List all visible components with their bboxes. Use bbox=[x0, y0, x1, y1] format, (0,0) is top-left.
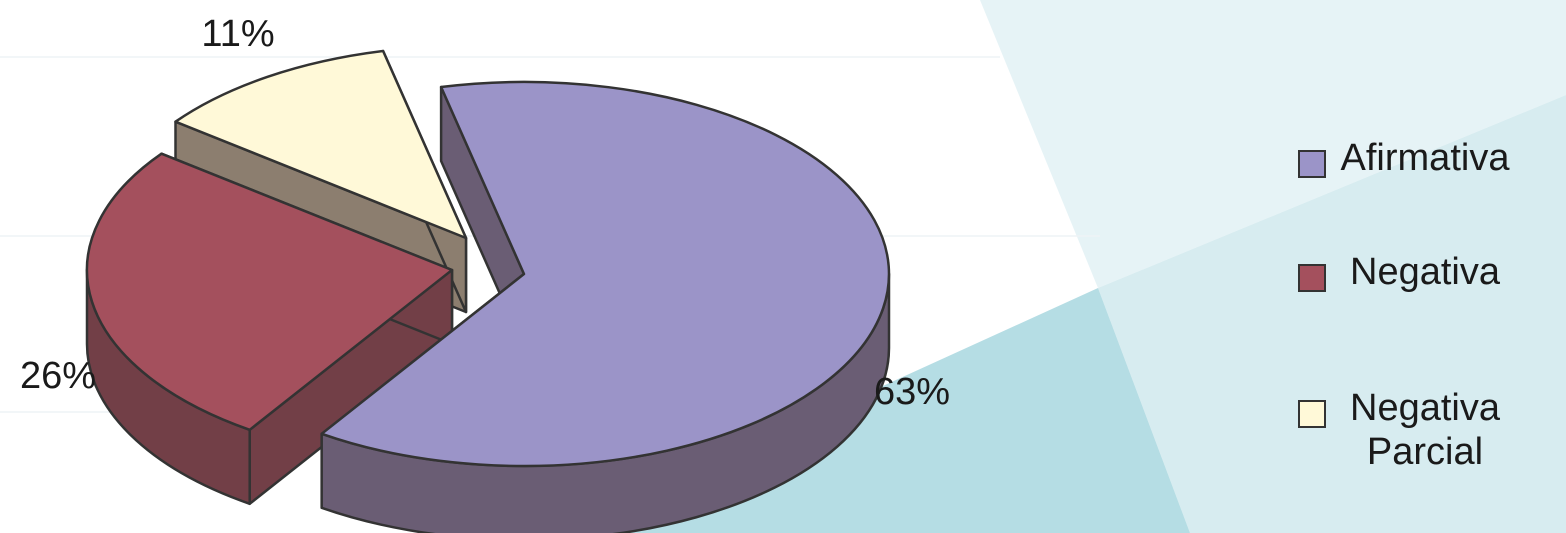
legend-label-negativa-parcial: Negativa Parcial bbox=[1296, 386, 1510, 474]
legend-label-negativa: Negativa bbox=[1296, 250, 1510, 294]
legend-item-negativa-parcial: Negativa Parcial bbox=[1296, 386, 1510, 474]
legend-item-afirmativa: Afirmativa bbox=[1296, 136, 1510, 180]
legend-label-afirmativa: Afirmativa bbox=[1296, 136, 1510, 180]
data-label-negativa-parcial: 11% bbox=[201, 13, 274, 55]
legend-swatch-negativa bbox=[1298, 264, 1326, 292]
data-label-afirmativa: 63% bbox=[874, 371, 950, 413]
legend-item-negativa: Negativa bbox=[1296, 250, 1510, 294]
legend-swatch-afirmativa bbox=[1298, 150, 1326, 178]
data-label-negativa: 26% bbox=[20, 355, 96, 397]
legend-swatch-negativa-parcial bbox=[1298, 400, 1326, 428]
